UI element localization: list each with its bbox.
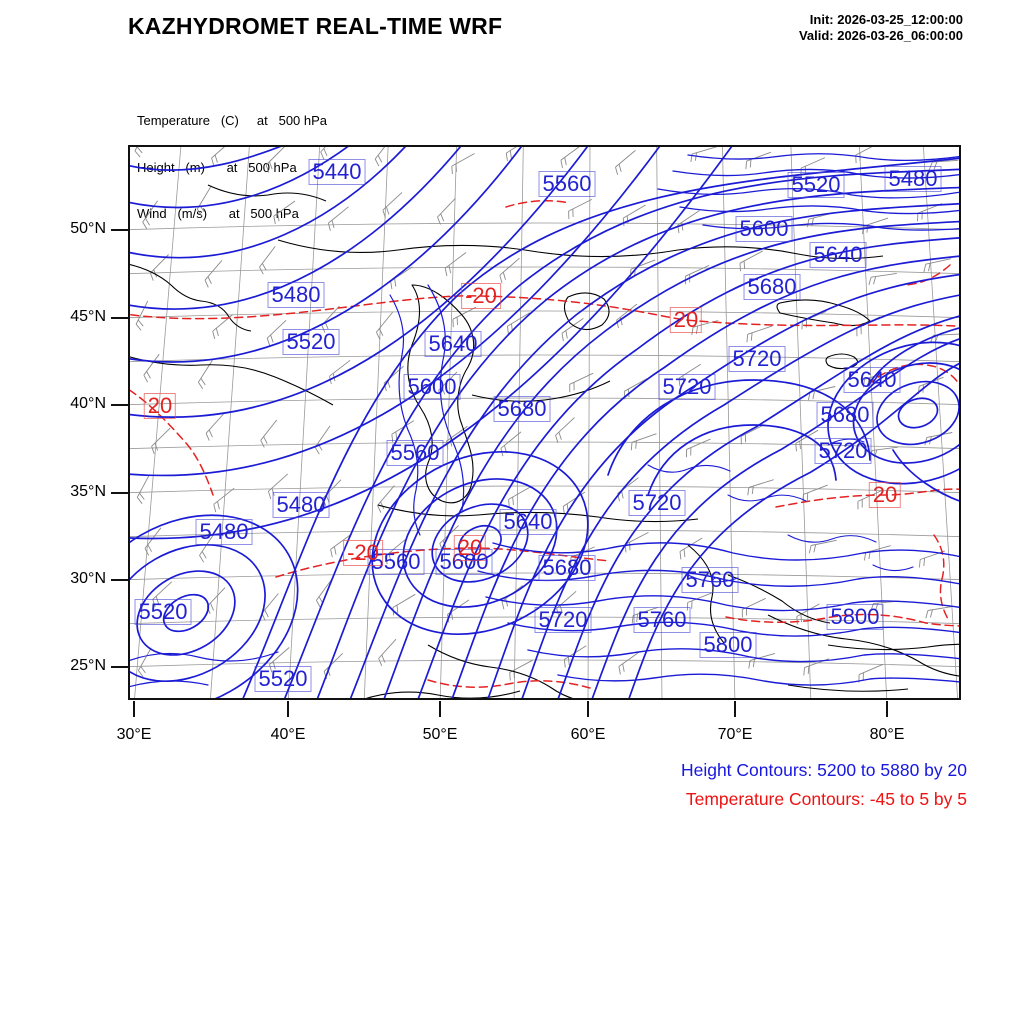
lake-balkhash-outline xyxy=(776,299,871,327)
run-times: Init: 2026-03-25_12:00:00 Valid: 2026-03… xyxy=(799,12,963,44)
lon-tick-label: 80°E xyxy=(869,726,905,743)
height-contour-info: Height Contours: 5200 to 5880 by 20 xyxy=(680,760,967,780)
lon-tick-label: 40°E xyxy=(270,726,306,743)
lat-tick-label: 35°N xyxy=(70,483,106,500)
lon-tick xyxy=(133,701,135,717)
lon-tick xyxy=(587,701,589,717)
lat-tick xyxy=(111,492,128,494)
border-north xyxy=(277,239,884,260)
lat-tick xyxy=(111,579,128,581)
height-contours xyxy=(128,145,961,700)
temperature-contours xyxy=(128,200,961,689)
lat-tick-label: 50°N xyxy=(70,220,106,237)
lon-tick xyxy=(439,701,441,717)
arabian-coast xyxy=(359,690,521,700)
map-frame xyxy=(128,145,961,700)
border-tibet-2 xyxy=(787,684,909,692)
page-title: KAZHYDROMET REAL-TIME WRF xyxy=(128,13,503,39)
lat-tick xyxy=(111,404,128,406)
border-afghan-2 xyxy=(727,574,831,624)
black-sea-coast xyxy=(128,263,252,332)
lat-tick-label: 40°N xyxy=(70,395,106,412)
field-legend: Temperature (C) at 500 hPa Height (m) at… xyxy=(137,82,327,253)
aral-sea-outline xyxy=(563,292,610,331)
border-caspian-east xyxy=(471,380,611,402)
border-tibet-1 xyxy=(827,643,961,651)
legend-temperature: Temperature (C) at 500 hPa xyxy=(137,113,328,128)
map-border xyxy=(128,145,961,700)
persian-gulf-coast xyxy=(427,644,580,700)
lon-tick xyxy=(287,701,289,717)
lon-tick xyxy=(886,701,888,717)
lat-tick xyxy=(111,666,128,668)
contour-info-footer: Height Contours: 5200 to 5880 by 20 Temp… xyxy=(681,756,967,814)
lat-tick xyxy=(111,317,128,319)
border-ne xyxy=(207,184,327,202)
lat-tick-label: 25°N xyxy=(70,657,106,674)
lat-tick-label: 30°N xyxy=(70,570,106,587)
border-afghan-1 xyxy=(687,544,725,644)
temperature-contour-info: Temperature Contours: -45 to 5 by 5 xyxy=(685,789,967,809)
border-iran xyxy=(377,504,699,523)
contour-map-svg xyxy=(128,145,961,700)
valid-time: Valid: 2026-03-26_06:00:00 xyxy=(798,28,963,43)
init-time: Init: 2026-03-25_12:00:00 xyxy=(809,12,963,27)
geography-borders xyxy=(128,184,961,700)
lon-tick-label: 70°E xyxy=(717,726,753,743)
lon-tick-label: 50°E xyxy=(422,726,458,743)
lon-tick-label: 60°E xyxy=(570,726,606,743)
lat-tick xyxy=(111,229,128,231)
lat-tick-label: 45°N xyxy=(70,308,106,325)
lon-tick-label: 30°E xyxy=(116,726,152,743)
border-india xyxy=(767,614,961,677)
lon-tick xyxy=(734,701,736,717)
legend-wind: Wind (m/s) at 500 hPa xyxy=(137,206,299,221)
caspian-sea-outline xyxy=(407,284,475,504)
